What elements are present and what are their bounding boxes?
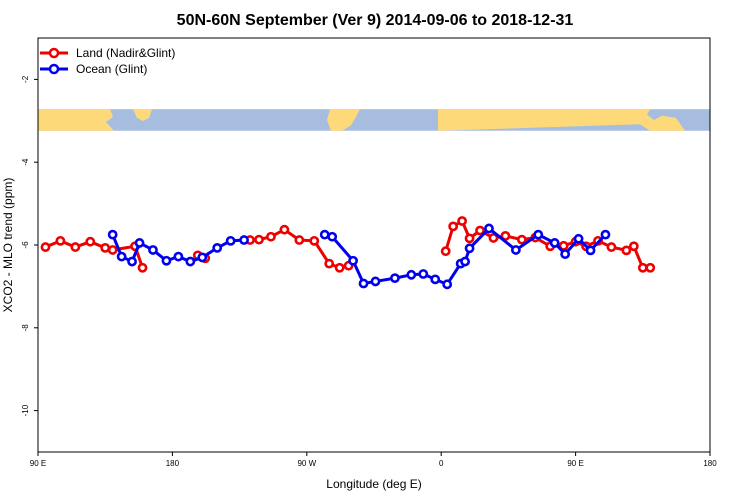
series-1-point-0-2 — [127, 256, 137, 267]
series-1-point-0-7 — [185, 256, 196, 267]
series-0-point-2-1 — [254, 234, 264, 245]
series-1-point-1-0 — [319, 229, 330, 240]
series-0-point-3-7 — [516, 234, 527, 245]
series-1-point-1-17 — [560, 249, 571, 260]
series-1-point-1-12 — [464, 243, 475, 254]
series-1-point-0-9 — [212, 242, 223, 253]
series-0-point-0-4 — [100, 242, 111, 253]
series-1-point-1-14 — [510, 245, 521, 255]
series-1-point-0-0 — [107, 229, 118, 240]
series-0-point-2-6 — [324, 258, 335, 269]
y-axis: -2 -4 -6 -8 -10 — [21, 75, 38, 416]
legend-marker-land — [48, 47, 60, 59]
series-0-point-0-7 — [137, 262, 148, 273]
legend-marker-ocean — [48, 63, 60, 75]
series-1-point-1-9 — [442, 279, 453, 290]
series-0-point-0-1 — [55, 235, 66, 246]
series-0-point-3-2 — [457, 216, 468, 226]
map-land-shapes — [38, 109, 685, 131]
series-0-point-3-17 — [637, 262, 648, 273]
series-0-point-2-5 — [309, 235, 320, 246]
series-1-point-1-13 — [484, 223, 494, 234]
x-tick-label-3: 0 — [439, 459, 444, 468]
map-land-shape-2 — [327, 109, 360, 131]
series-0-point-3-6 — [500, 230, 511, 241]
series-1-point-0-1 — [116, 251, 127, 262]
legend-label-ocean: Ocean (Glint) — [76, 62, 147, 76]
x-tick-label-2: 90 W — [297, 459, 316, 468]
legend-label-land: Land (Nadir&Glint) — [76, 46, 175, 60]
series-1-point-1-7 — [418, 269, 429, 279]
series-0-point-3-18 — [645, 262, 656, 273]
series-1-point-1-11 — [460, 256, 470, 267]
series-1-point-0-10 — [225, 235, 236, 246]
series-0-point-3-3 — [464, 233, 475, 244]
series-1-point-1-8 — [430, 274, 441, 285]
series-1-point-1-6 — [406, 269, 417, 280]
y-tick-label-1: -4 — [21, 158, 30, 166]
series-0-point-2-3 — [279, 224, 290, 235]
series-0-point-3-4 — [475, 225, 485, 236]
legend: Land (Nadir&Glint) Ocean (Glint) — [40, 46, 175, 76]
series-0-point-2-2 — [266, 231, 276, 242]
series-1-point-0-5 — [161, 255, 172, 266]
series-0-point-2-7 — [334, 262, 345, 273]
x-axis-label: Longitude (deg E) — [326, 477, 421, 491]
series-1-point-1-5 — [390, 273, 400, 284]
series-0 — [40, 216, 656, 273]
series-1-point-0-11 — [239, 235, 249, 245]
map-land-shape-3 — [438, 109, 685, 131]
x-tick-label-1: 180 — [166, 459, 180, 468]
world-map-band — [38, 109, 710, 131]
y-tick-label-3: -8 — [21, 324, 30, 332]
series-0-point-2-4 — [294, 235, 305, 245]
series-1 — [107, 223, 611, 290]
series-1-point-0-4 — [148, 245, 158, 255]
series-0-point-3-15 — [621, 245, 632, 256]
series-1-point-1-20 — [600, 229, 611, 240]
series-1-point-0-3 — [134, 238, 145, 248]
map-land-shape-1 — [133, 109, 152, 122]
series-0-point-3-0 — [440, 246, 451, 257]
series-1-point-1-15 — [533, 229, 544, 240]
series-0-point-3-10 — [558, 240, 569, 251]
y-tick-label-4: -10 — [21, 404, 30, 416]
series-0-point-3-14 — [606, 242, 617, 252]
series-0-point-3-1 — [448, 221, 459, 232]
series-1-point-1-16 — [549, 238, 560, 248]
series-0-point-3-5 — [488, 233, 499, 243]
series-0-point-0-2 — [70, 242, 81, 252]
series-0-point-0-3 — [85, 236, 96, 247]
map-land-shape-0 — [38, 109, 114, 131]
series-1-point-1-1 — [327, 231, 338, 242]
series-0-point-0-0 — [40, 242, 51, 252]
chart-title: 50N-60N September (Ver 9) 2014-09-06 to … — [177, 12, 574, 29]
y-axis-label: XCO2 - MLO trend (ppm) — [1, 178, 15, 313]
x-axis: 90 E 180 90 W 0 90 E 180 — [30, 452, 717, 468]
y-tick-label-2: -6 — [21, 241, 30, 249]
y-tick-label-0: -2 — [21, 75, 30, 83]
series-1-point-1-18 — [573, 233, 584, 244]
series-1-point-1-2 — [348, 255, 358, 266]
x-tick-label-4: 90 E — [567, 459, 583, 468]
series-1-point-1-4 — [370, 276, 381, 287]
x-tick-label-0: 90 E — [30, 459, 46, 468]
series-0-point-0-5 — [107, 245, 118, 255]
series-1-point-0-8 — [197, 252, 208, 263]
x-tick-label-5: 180 — [703, 459, 717, 468]
series-0-point-3-16 — [628, 241, 639, 252]
series-layer — [40, 216, 656, 290]
series-1-point-0-6 — [173, 251, 184, 262]
series-1-point-1-19 — [585, 245, 596, 256]
series-1-point-1-3 — [358, 278, 369, 289]
